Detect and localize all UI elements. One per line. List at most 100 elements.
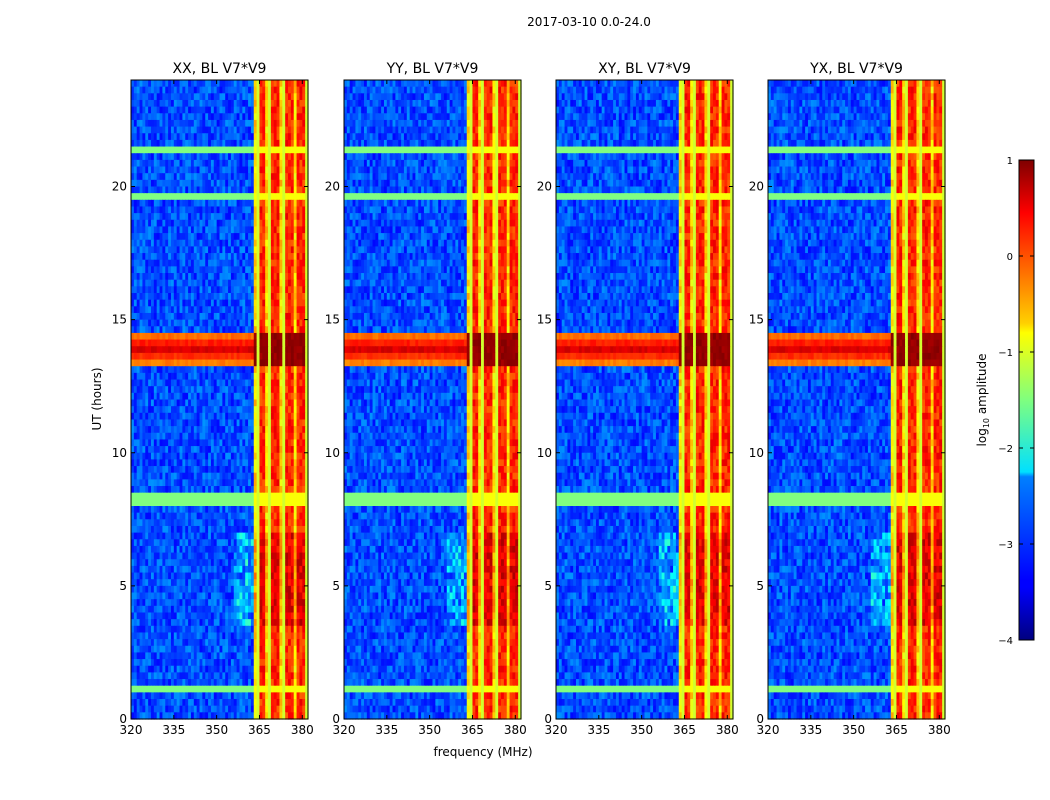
- heatmap-cell: [242, 113, 246, 121]
- heatmap-cell: [179, 99, 183, 108]
- heatmap-cell: [168, 126, 172, 134]
- heatmap-cell: [205, 126, 209, 134]
- heatmap-cell: [188, 80, 192, 88]
- heatmap-cell: [196, 126, 201, 134]
- heatmap-cell: [210, 166, 215, 174]
- heatmap-cell: [199, 133, 203, 141]
- heatmap-cell: [273, 146, 278, 154]
- heatmap-cell: [285, 159, 289, 168]
- heatmap-cell: [288, 153, 292, 161]
- heatmap-cell: [293, 113, 298, 121]
- heatmap-cell: [245, 113, 249, 121]
- heatmap-cell: [208, 113, 212, 121]
- heatmap-cell: [296, 99, 301, 108]
- heatmap-cell: [293, 99, 298, 108]
- heatmap-cell: [228, 99, 232, 108]
- heatmap-cell: [299, 119, 303, 128]
- heatmap-cell: [159, 80, 163, 88]
- heatmap-cell: [176, 93, 181, 101]
- heatmap-cell: [219, 159, 223, 168]
- heatmap-cell: [202, 159, 206, 168]
- heatmap-cell: [159, 119, 163, 128]
- heatmap-cell: [159, 126, 163, 134]
- heatmap-cell: [190, 159, 195, 168]
- heatmap-cell: [136, 166, 141, 174]
- heatmap-cell: [133, 166, 138, 174]
- heatmap-cell: [168, 146, 172, 154]
- heatmap-cell: [236, 139, 241, 148]
- heatmap-cell: [190, 126, 195, 134]
- heatmap-cell: [228, 86, 232, 94]
- heatmap-cell: [270, 159, 275, 168]
- heatmap-cell: [239, 99, 243, 108]
- heatmap-cell: [279, 113, 283, 121]
- heatmap-cell: [256, 159, 261, 168]
- heatmap-cell: [248, 119, 252, 128]
- heatmap-cell: [216, 119, 221, 128]
- heatmap-cell: [250, 93, 255, 101]
- heatmap-cell: [162, 153, 166, 161]
- heatmap-cell: [188, 126, 192, 134]
- heatmap-cell: [188, 86, 192, 94]
- heatmap-cell: [228, 126, 232, 134]
- heatmap-cell: [131, 106, 135, 114]
- heatmap-cell: [290, 139, 295, 148]
- heatmap-cell: [222, 166, 226, 174]
- heatmap-cell: [302, 153, 306, 161]
- heatmap-cell: [253, 119, 258, 128]
- heatmap-cell: [162, 80, 166, 88]
- heatmap-cell: [150, 133, 155, 141]
- heatmap-cell: [290, 133, 295, 141]
- heatmap-cell: [168, 113, 172, 121]
- heatmap-cell: [293, 133, 298, 141]
- heatmap-cell: [268, 133, 272, 141]
- heatmap-cell: [230, 159, 235, 168]
- heatmap-cell: [276, 119, 281, 128]
- heatmap-cell: [199, 113, 203, 121]
- heatmap-cell: [182, 159, 186, 168]
- heatmap-cell: [259, 86, 263, 94]
- heatmap-cell: [270, 139, 275, 148]
- heatmap-cell: [299, 139, 303, 148]
- heatmap-cell: [250, 119, 255, 128]
- heatmap-cell: [253, 159, 258, 168]
- heatmap-cell: [302, 133, 306, 141]
- heatmap-cell: [290, 119, 295, 128]
- heatmap-cell: [262, 153, 266, 161]
- heatmap-cell: [239, 159, 243, 168]
- heatmap-cell: [219, 119, 223, 128]
- heatmap-cell: [250, 106, 255, 114]
- heatmap-cell: [196, 159, 201, 168]
- heatmap-cell: [182, 119, 186, 128]
- heatmap-cell: [290, 106, 295, 114]
- heatmap-cell: [233, 86, 238, 94]
- heatmap-cell: [136, 159, 141, 168]
- heatmap-cell: [265, 159, 269, 168]
- heatmap-cell: [239, 146, 243, 154]
- heatmap-cell: [202, 119, 206, 128]
- heatmap-cell: [216, 126, 221, 134]
- heatmap-cell: [153, 126, 158, 134]
- heatmap-cell: [268, 106, 272, 114]
- heatmap-cell: [230, 126, 235, 134]
- heatmap-cell: [228, 146, 232, 154]
- heatmap-cell: [193, 159, 198, 168]
- heatmap-cell: [293, 119, 298, 128]
- heatmap-cell: [205, 146, 209, 154]
- heatmap-cell: [248, 80, 252, 88]
- heatmap-cell: [285, 106, 289, 114]
- heatmap-cell: [148, 93, 152, 101]
- heatmap-cell: [299, 99, 303, 108]
- heatmap-cell: [279, 80, 283, 88]
- heatmap-cell: [193, 113, 198, 121]
- heatmap-cell: [250, 153, 255, 161]
- heatmap-cell: [170, 133, 175, 141]
- heatmap-cell: [285, 80, 289, 88]
- heatmap-cell: [170, 80, 175, 88]
- heatmap-cell: [213, 139, 218, 148]
- heatmap-cell: [193, 126, 198, 134]
- heatmap-cell: [202, 99, 206, 108]
- heatmap-cell: [250, 126, 255, 134]
- heatmap-cell: [250, 86, 255, 94]
- heatmap-cell: [196, 119, 201, 128]
